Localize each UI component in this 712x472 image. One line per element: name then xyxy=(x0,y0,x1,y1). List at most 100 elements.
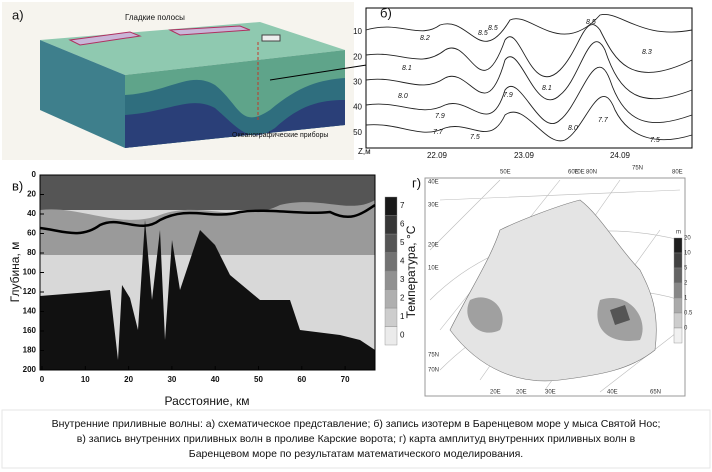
contour-label: 8.5 xyxy=(478,30,488,37)
map-label: 80E xyxy=(672,170,683,176)
y-tick-label: 20 xyxy=(27,190,36,199)
contour-label: 8.2 xyxy=(420,35,430,42)
colorbar-cell xyxy=(384,252,398,272)
map-label: 70E xyxy=(574,170,585,176)
map-label: 70N xyxy=(428,368,439,374)
contour-label: 7.9 xyxy=(503,92,513,99)
map-label: 20E xyxy=(428,243,439,249)
x-tick-label: 22.09 xyxy=(427,151,448,160)
y-tick-label: 180 xyxy=(23,346,37,355)
map-label: 40E xyxy=(607,390,618,396)
contour-label: 7.5 xyxy=(650,137,660,144)
isotherm xyxy=(365,95,693,142)
pointer xyxy=(269,63,374,81)
x-tick-label: 23.09 xyxy=(514,151,535,160)
contour-label: 8.0 xyxy=(398,93,408,100)
caption-line: Баренцевом море по результатам математич… xyxy=(189,448,523,460)
legend: m20 10 5 2 1 0.5 0 xyxy=(673,230,693,344)
temp-layer xyxy=(40,200,375,255)
contour-label: 7.7 xyxy=(433,129,444,136)
layer xyxy=(125,100,345,148)
contour-label: 8.5 xyxy=(488,25,498,32)
smooth-stripe xyxy=(68,31,142,46)
x-tick-label: 24.09 xyxy=(610,151,631,160)
map-label: 30E xyxy=(428,203,439,209)
contour-label: 7.7 xyxy=(598,117,609,124)
x-tick-label: 40 xyxy=(211,375,220,384)
y-axis-label: Глубина, м xyxy=(8,242,22,303)
legend-tick-label: 20 xyxy=(684,236,691,242)
contour-label: 8.1 xyxy=(402,65,412,72)
isotherm xyxy=(365,41,693,101)
caption-line: в) запись внутренних приливных волн в пр… xyxy=(77,433,636,445)
colorbar-cell xyxy=(384,233,398,253)
caption-line: Внутренние приливные волны: а) схематиче… xyxy=(52,418,661,430)
isotherm xyxy=(365,13,693,42)
y-tick-label: 0 xyxy=(32,170,37,179)
x-tick-label: 20 xyxy=(124,375,133,384)
plot-frame xyxy=(365,7,693,149)
map-label: 10E xyxy=(428,266,439,272)
amplitude-area xyxy=(610,305,630,325)
map-label: 30E xyxy=(545,390,556,396)
contour-label: 8.0 xyxy=(568,125,578,132)
legend-tick-label: 10 xyxy=(684,251,691,257)
colorbar-tick-label: 6 xyxy=(400,220,405,229)
map-label: 75N xyxy=(428,353,439,359)
contour-label: 8.3 xyxy=(642,49,652,56)
legend-cell xyxy=(673,297,683,314)
panel-label: б) xyxy=(380,5,392,20)
colorbar-cell xyxy=(384,215,398,235)
map-label: 75N xyxy=(632,166,643,172)
y-tick-label: 40 xyxy=(27,209,36,218)
map-label: 50E xyxy=(500,170,511,176)
colorbar-cell xyxy=(384,307,398,327)
amplitude-area xyxy=(467,297,643,341)
instruments-label: Океанографические приборы xyxy=(232,131,328,139)
y-tick-label: 30 xyxy=(353,78,362,87)
x-tick-label: 30 xyxy=(167,375,176,384)
legend-cell xyxy=(673,252,683,269)
colorbar-tick-label: 0 xyxy=(400,331,405,340)
block-left xyxy=(40,40,125,148)
contour-label: 7.5 xyxy=(470,134,480,141)
colorbar-cell xyxy=(384,270,398,290)
contour-label: 7.9 xyxy=(435,113,445,120)
isotherms xyxy=(365,13,693,142)
colorbar-tick-label: 5 xyxy=(400,238,405,247)
y-tick-label: 140 xyxy=(23,307,37,316)
y-tick-label: 10 xyxy=(353,27,362,36)
colorbar: 0 1 2 3 4 5 6 7 xyxy=(384,196,405,346)
cold-bottom xyxy=(40,220,375,370)
panel-label: в) xyxy=(12,178,23,193)
x-tick-label: 10 xyxy=(81,375,90,384)
legend-tick-label: 1 xyxy=(684,296,688,302)
stripes-label: Гладкие полосы xyxy=(125,13,185,22)
colorbar-tick-label: 1 xyxy=(400,312,405,321)
map-label: 40E xyxy=(428,180,439,186)
sea xyxy=(449,199,657,382)
isotherm-line xyxy=(39,203,376,235)
legend-tick-label: 2 xyxy=(684,281,688,287)
smooth-stripe xyxy=(168,25,251,36)
legend-cell xyxy=(673,282,683,299)
legend-cell xyxy=(673,327,683,344)
contour-label: 8.1 xyxy=(542,85,552,92)
map-label: 20E xyxy=(516,390,527,396)
contour-label: 8.5 xyxy=(586,19,596,26)
map-label: 80N xyxy=(586,170,597,176)
x-tick-label: 60 xyxy=(297,375,306,384)
colorbar-tick-label: 4 xyxy=(400,257,405,266)
y-tick-label: 120 xyxy=(23,287,37,296)
map-label: 65N xyxy=(650,390,661,396)
y-tick-label: 80 xyxy=(27,248,36,257)
colorbar-tick-label: 2 xyxy=(400,294,405,303)
colorbar-cell xyxy=(384,326,398,346)
colorbar-cell xyxy=(384,196,398,216)
x-tick-label: 0 xyxy=(40,375,45,384)
